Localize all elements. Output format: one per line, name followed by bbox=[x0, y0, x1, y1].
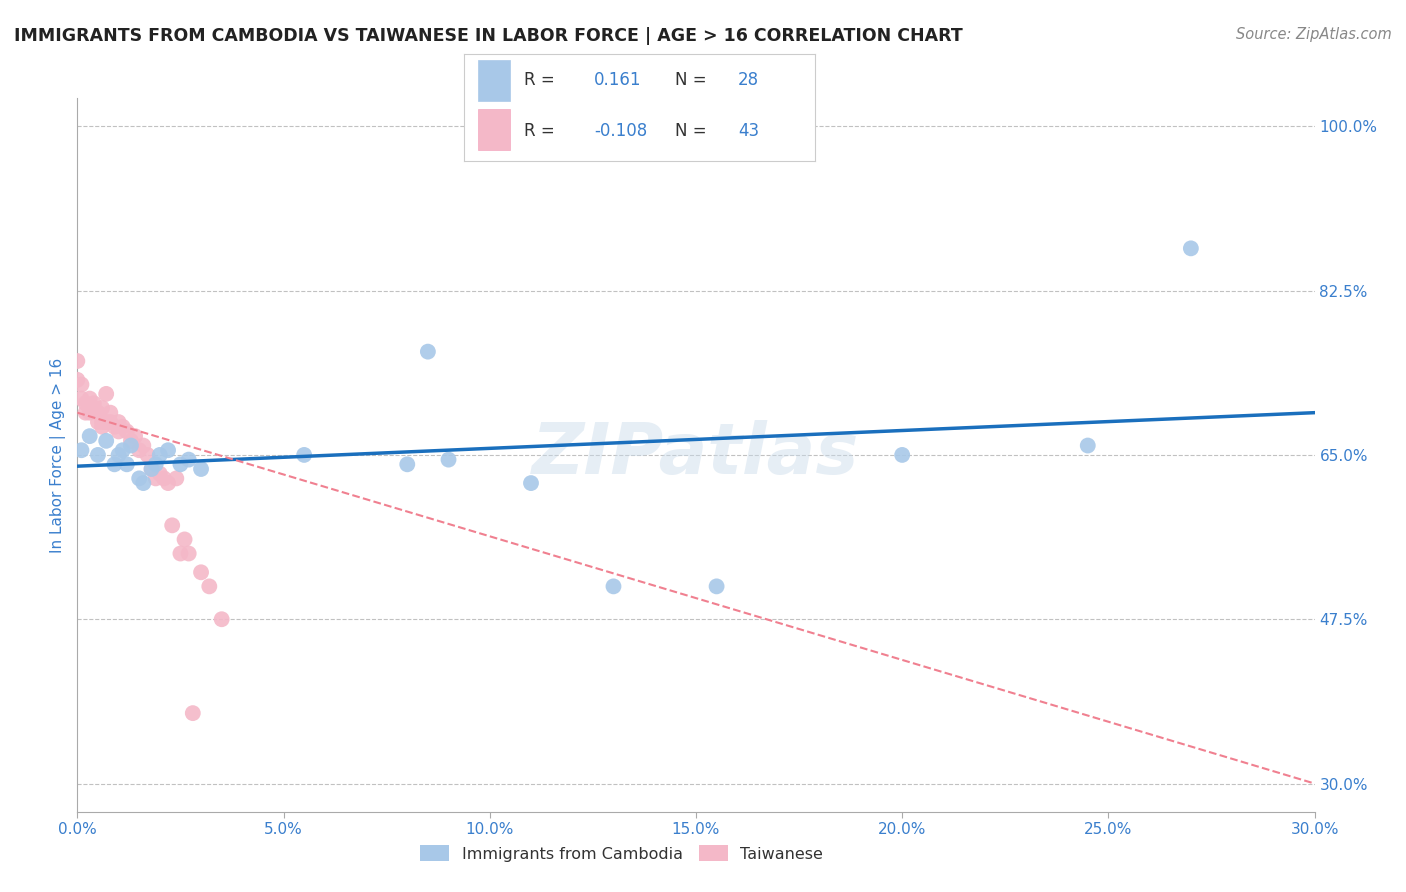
Text: N =: N = bbox=[675, 121, 711, 139]
Point bbox=[98, 406, 121, 420]
Point bbox=[128, 443, 150, 458]
Point bbox=[198, 579, 221, 593]
Point bbox=[115, 425, 138, 439]
Point bbox=[103, 419, 125, 434]
Point bbox=[91, 415, 114, 429]
Point bbox=[87, 406, 110, 420]
Point bbox=[602, 579, 624, 593]
Point bbox=[177, 452, 200, 467]
Text: 43: 43 bbox=[738, 121, 759, 139]
Point bbox=[145, 471, 167, 485]
Text: R =: R = bbox=[524, 71, 560, 89]
Point bbox=[160, 518, 183, 533]
Point bbox=[75, 406, 97, 420]
Text: ZIPatlas: ZIPatlas bbox=[533, 420, 859, 490]
Point bbox=[98, 415, 121, 429]
Point bbox=[83, 401, 105, 415]
Point bbox=[91, 419, 114, 434]
Point bbox=[128, 471, 150, 485]
Point bbox=[70, 377, 93, 392]
Point bbox=[173, 533, 195, 547]
Point bbox=[157, 476, 180, 491]
Point bbox=[66, 354, 89, 368]
Point bbox=[103, 458, 125, 472]
Point bbox=[87, 415, 110, 429]
Point bbox=[124, 429, 146, 443]
Y-axis label: In Labor Force | Age > 16: In Labor Force | Age > 16 bbox=[51, 358, 66, 552]
Point bbox=[149, 448, 172, 462]
Point bbox=[120, 438, 142, 452]
Point bbox=[66, 373, 89, 387]
Point bbox=[891, 448, 914, 462]
Point bbox=[111, 443, 134, 458]
Point bbox=[157, 443, 180, 458]
Point bbox=[169, 547, 191, 561]
Point bbox=[165, 471, 187, 485]
Point bbox=[107, 415, 129, 429]
Point bbox=[107, 448, 129, 462]
Text: Source: ZipAtlas.com: Source: ZipAtlas.com bbox=[1236, 27, 1392, 42]
Text: 0.161: 0.161 bbox=[595, 71, 641, 89]
Point bbox=[190, 566, 212, 580]
Point bbox=[91, 401, 114, 415]
Point bbox=[153, 471, 176, 485]
Point bbox=[87, 448, 110, 462]
Legend: Immigrants from Cambodia, Taiwanese: Immigrants from Cambodia, Taiwanese bbox=[413, 838, 830, 868]
Point bbox=[1077, 438, 1099, 452]
Point bbox=[70, 443, 93, 458]
Point bbox=[211, 612, 233, 626]
Bar bbox=[478, 109, 510, 150]
Point bbox=[132, 438, 155, 452]
Point bbox=[111, 419, 134, 434]
Point bbox=[1180, 241, 1202, 255]
Point bbox=[136, 448, 159, 462]
Point bbox=[83, 396, 105, 410]
Point bbox=[115, 458, 138, 472]
Bar bbox=[478, 60, 510, 101]
Point bbox=[416, 344, 439, 359]
Point bbox=[396, 458, 419, 472]
Point bbox=[292, 448, 315, 462]
Point bbox=[96, 387, 118, 401]
Point bbox=[96, 415, 118, 429]
Text: -0.108: -0.108 bbox=[595, 121, 647, 139]
Text: 28: 28 bbox=[738, 71, 759, 89]
Point bbox=[177, 547, 200, 561]
Point bbox=[141, 462, 163, 476]
Point bbox=[169, 458, 191, 472]
Point bbox=[181, 706, 204, 720]
Point bbox=[96, 434, 118, 448]
Point bbox=[145, 458, 167, 472]
Point bbox=[70, 392, 93, 406]
Point bbox=[520, 476, 543, 491]
Point bbox=[75, 396, 97, 410]
Point bbox=[132, 476, 155, 491]
Point bbox=[437, 452, 460, 467]
Point bbox=[107, 425, 129, 439]
Point bbox=[149, 467, 172, 481]
Point bbox=[79, 392, 101, 406]
Point bbox=[706, 579, 728, 593]
Text: R =: R = bbox=[524, 121, 560, 139]
Text: IMMIGRANTS FROM CAMBODIA VS TAIWANESE IN LABOR FORCE | AGE > 16 CORRELATION CHAR: IMMIGRANTS FROM CAMBODIA VS TAIWANESE IN… bbox=[14, 27, 963, 45]
Point bbox=[141, 462, 163, 476]
Point bbox=[79, 429, 101, 443]
Point bbox=[120, 434, 142, 448]
Point bbox=[190, 462, 212, 476]
Point bbox=[79, 406, 101, 420]
Text: N =: N = bbox=[675, 71, 711, 89]
